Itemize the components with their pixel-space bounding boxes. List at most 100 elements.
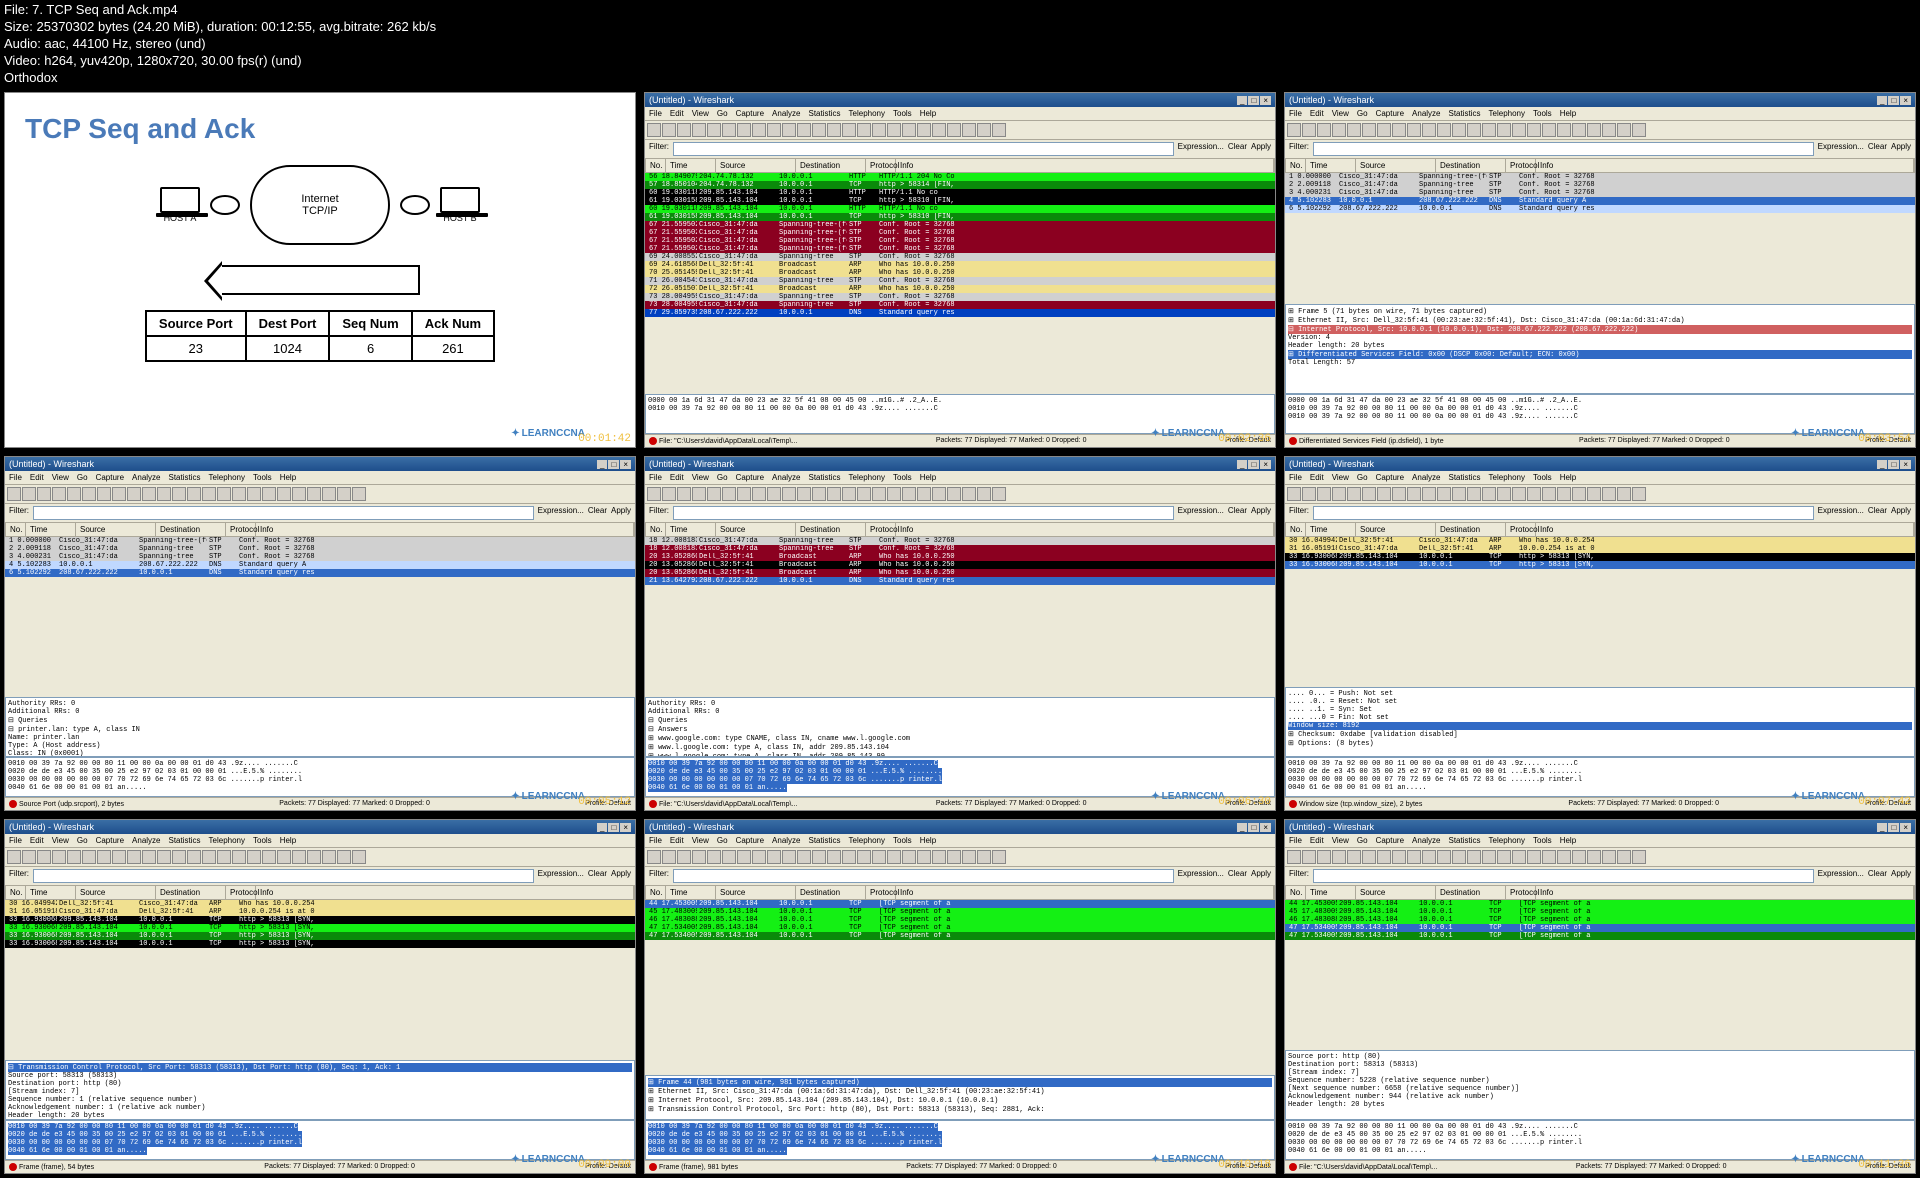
toolbar-btn[interactable]	[352, 487, 366, 501]
close-btn[interactable]: ×	[1900, 460, 1911, 469]
packet-row[interactable]: 69 24.618568Dell_32:5f:41BroadcastARPWho…	[645, 261, 1275, 269]
toolbar-btn[interactable]	[187, 487, 201, 501]
menu-edit[interactable]: Edit	[30, 473, 44, 482]
detail-line[interactable]: ⊞ Ethernet II, Src: Dell_32:5f:41 (00:23…	[1288, 316, 1912, 325]
menu-tools[interactable]: Tools	[253, 473, 272, 482]
menu-file[interactable]: File	[649, 109, 662, 118]
col-header[interactable]: Protocol	[866, 523, 896, 536]
toolbar-btn[interactable]	[67, 487, 81, 501]
toolbar-btn[interactable]	[1392, 123, 1406, 137]
packet-list[interactable]: 44 17.453005209.85.143.10410.0.0.1TCP[TC…	[1285, 900, 1915, 1050]
toolbar-btn[interactable]	[1287, 123, 1301, 137]
col-header[interactable]: Source	[76, 523, 156, 536]
menu-view[interactable]: View	[692, 473, 709, 482]
col-header[interactable]: Time	[26, 523, 76, 536]
col-header[interactable]: Info	[256, 523, 634, 536]
toolbar-btn[interactable]	[157, 487, 171, 501]
menu-go[interactable]: Go	[717, 836, 728, 845]
col-header[interactable]: Source	[76, 886, 156, 899]
toolbar-btn[interactable]	[1362, 850, 1376, 864]
menu-statistics[interactable]: Statistics	[169, 473, 201, 482]
packet-row[interactable]: 6 5.102292208.67.222.22210.0.0.1DNSStand…	[1285, 205, 1915, 213]
menu-help[interactable]: Help	[1560, 836, 1576, 845]
packet-list[interactable]: 1 0.000000Cisco_31:47:daSpanning-tree-(f…	[5, 537, 635, 697]
detail-line[interactable]: ⊟ Queries	[648, 716, 1272, 725]
toolbar-btn[interactable]	[737, 850, 751, 864]
toolbar-btn[interactable]	[782, 850, 796, 864]
detail-line[interactable]: Destination port: 58313 (58313)	[1288, 1061, 1912, 1069]
expression-btn[interactable]: Expression...	[1178, 869, 1224, 883]
detail-line[interactable]: Window size: 8192	[1288, 722, 1912, 730]
toolbar-btn[interactable]	[992, 850, 1006, 864]
toolbar-btn[interactable]	[277, 850, 291, 864]
packet-row[interactable]: 33 16.930068209.85.143.10410.0.0.1TCPhtt…	[1285, 553, 1915, 561]
menu-help[interactable]: Help	[1560, 473, 1576, 482]
toolbar-btn[interactable]	[262, 850, 276, 864]
apply-btn[interactable]: Apply	[1251, 142, 1271, 156]
toolbar-btn[interactable]	[842, 487, 856, 501]
menu-go[interactable]: Go	[717, 473, 728, 482]
maximize-btn[interactable]: □	[1888, 96, 1899, 105]
maximize-btn[interactable]: □	[1248, 460, 1259, 469]
toolbar-btn[interactable]	[872, 487, 886, 501]
toolbar-btn[interactable]	[1557, 850, 1571, 864]
menu-analyze[interactable]: Analyze	[132, 836, 160, 845]
expression-btn[interactable]: Expression...	[1178, 506, 1224, 520]
toolbar-btn[interactable]	[157, 850, 171, 864]
toolbar-btn[interactable]	[1632, 850, 1646, 864]
col-header[interactable]: No.	[6, 523, 26, 536]
toolbar-btn[interactable]	[127, 487, 141, 501]
detail-line[interactable]: Total Length: 57	[1288, 359, 1912, 367]
detail-line[interactable]: ⊟ Queries	[8, 716, 632, 725]
packet-row[interactable]: 2 2.009118Cisco_31:47:daSpanning-treeSTP…	[5, 545, 635, 553]
toolbar-btn[interactable]	[202, 850, 216, 864]
toolbar-btn[interactable]	[1602, 487, 1616, 501]
apply-btn[interactable]: Apply	[1251, 506, 1271, 520]
col-header[interactable]: Destination	[1436, 523, 1506, 536]
toolbar-btn[interactable]	[1542, 850, 1556, 864]
toolbar-btn[interactable]	[1497, 123, 1511, 137]
toolbar-btn[interactable]	[692, 123, 706, 137]
detail-line[interactable]: ⊞ Frame 44 (981 bytes on wire, 981 bytes…	[648, 1078, 1272, 1087]
toolbar-btn[interactable]	[1362, 123, 1376, 137]
toolbar-btn[interactable]	[1317, 487, 1331, 501]
col-header[interactable]: Info	[1536, 159, 1914, 172]
packet-row[interactable]: 46 17.483088209.85.143.10410.0.0.1TCP[TC…	[1285, 916, 1915, 924]
detail-pane[interactable]: ⊟ Transmission Control Protocol, Src Por…	[5, 1060, 635, 1120]
toolbar-btn[interactable]	[1632, 123, 1646, 137]
expression-btn[interactable]: Expression...	[538, 506, 584, 520]
menu-help[interactable]: Help	[280, 836, 296, 845]
detail-line[interactable]: ⊞ Differentiated Services Field: 0x00 (D…	[1288, 350, 1912, 359]
toolbar-btn[interactable]	[22, 850, 36, 864]
toolbar-btn[interactable]	[1437, 487, 1451, 501]
menu-view[interactable]: View	[692, 836, 709, 845]
col-header[interactable]: Destination	[796, 159, 866, 172]
toolbar-btn[interactable]	[1632, 487, 1646, 501]
detail-line[interactable]: ⊞ Internet Protocol, Src: 209.85.143.104…	[648, 1096, 1272, 1105]
toolbar-btn[interactable]	[872, 850, 886, 864]
col-header[interactable]: Destination	[796, 523, 866, 536]
menu-tools[interactable]: Tools	[253, 836, 272, 845]
toolbar-btn[interactable]	[1482, 850, 1496, 864]
menu-tools[interactable]: Tools	[1533, 109, 1552, 118]
col-header[interactable]: Protocol	[1506, 523, 1536, 536]
toolbar-btn[interactable]	[797, 850, 811, 864]
toolbar-btn[interactable]	[947, 487, 961, 501]
menu-tools[interactable]: Tools	[893, 473, 912, 482]
toolbar-btn[interactable]	[1317, 850, 1331, 864]
packet-list[interactable]: 30 16.049942Dell_32:5f:41Cisco_31:47:daA…	[1285, 537, 1915, 687]
toolbar-btn[interactable]	[737, 487, 751, 501]
col-header[interactable]: No.	[1286, 523, 1306, 536]
col-header[interactable]: Info	[256, 886, 634, 899]
toolbar-btn[interactable]	[887, 850, 901, 864]
detail-line[interactable]: Version: 4	[1288, 334, 1912, 342]
menu-tools[interactable]: Tools	[893, 109, 912, 118]
packet-row[interactable]: 33 16.930068209.85.143.10410.0.0.1TCPhtt…	[5, 924, 635, 932]
clear-btn[interactable]: Clear	[1228, 869, 1247, 883]
toolbar-btn[interactable]	[752, 123, 766, 137]
toolbar-btn[interactable]	[217, 487, 231, 501]
toolbar-btn[interactable]	[217, 850, 231, 864]
detail-line[interactable]: [Next sequence number: 6658 (relative se…	[1288, 1085, 1912, 1093]
menu-capture[interactable]: Capture	[736, 109, 764, 118]
detail-line[interactable]: .... .0.. = Reset: Not set	[1288, 698, 1912, 706]
